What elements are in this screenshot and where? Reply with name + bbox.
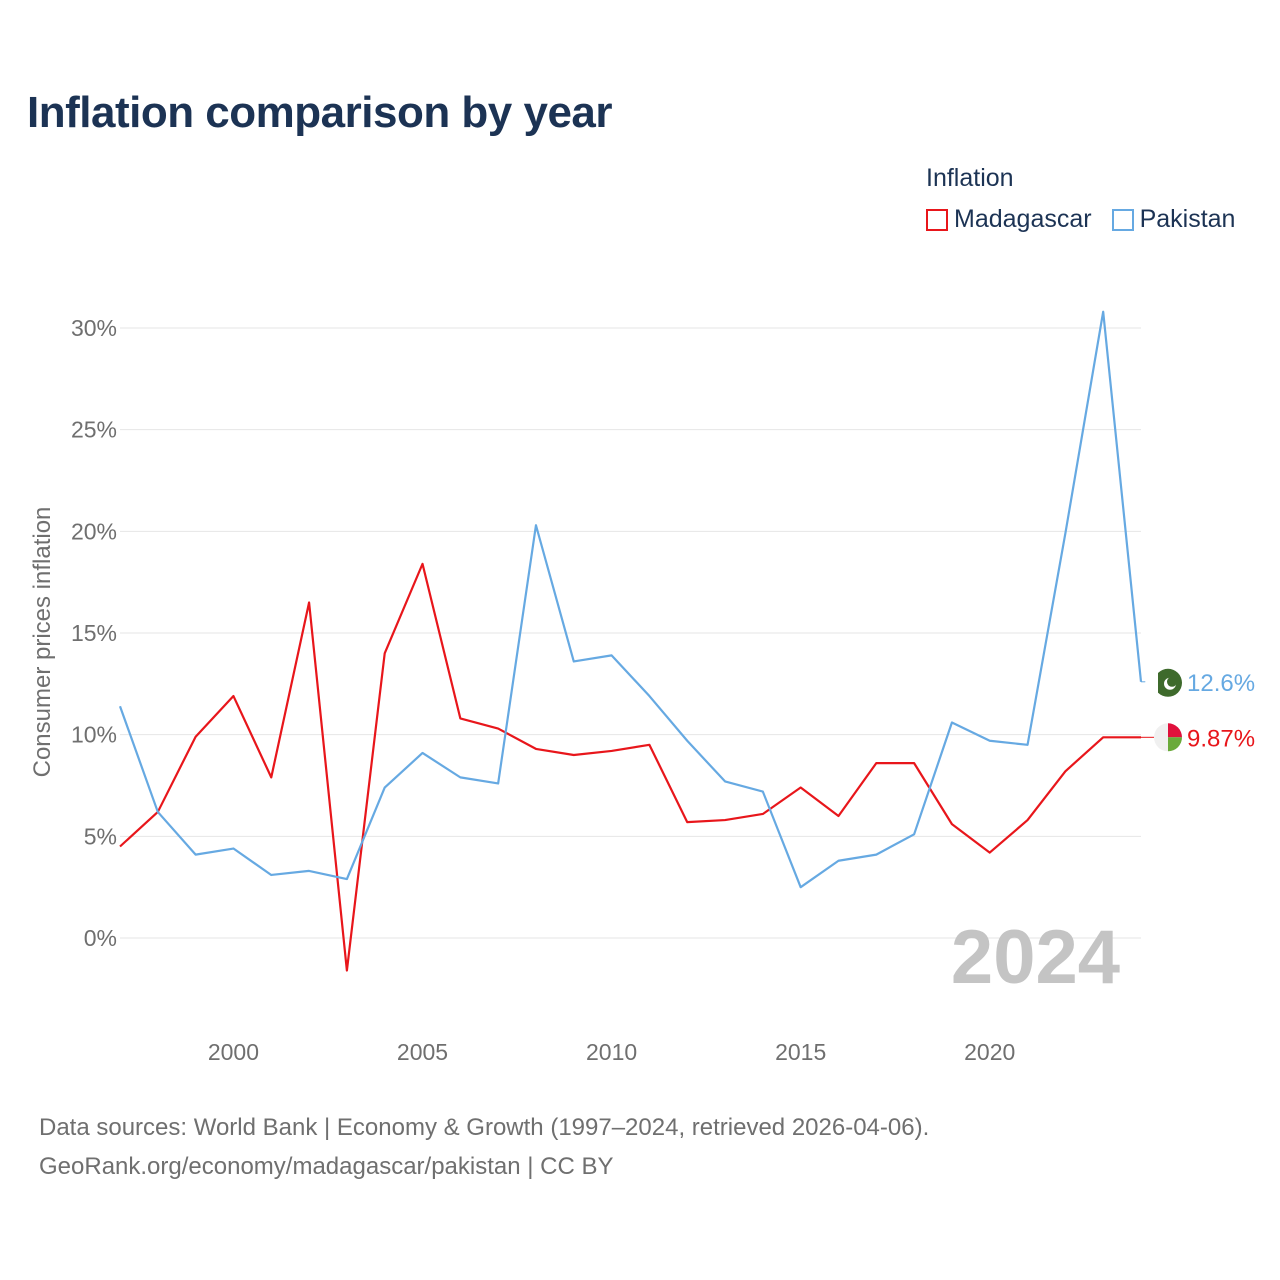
- y-tick-label: 5%: [84, 823, 117, 849]
- legend-title: Inflation: [926, 164, 1014, 192]
- madagascar-flag-icon: [1154, 723, 1182, 752]
- series-line-madagascar[interactable]: [119, 562, 1141, 972]
- y-tick-label: 30%: [71, 315, 117, 341]
- flag-red: [1168, 723, 1182, 738]
- flag-green: [1168, 737, 1182, 752]
- y-tick-label: 25%: [71, 417, 117, 443]
- y-tick-label: 15%: [71, 620, 117, 646]
- legend: Madagascar Pakistan: [926, 205, 1235, 234]
- x-tick-label: 2010: [586, 1039, 637, 1065]
- legend-item-pakistan[interactable]: Pakistan: [1111, 205, 1236, 234]
- end-label-pakistan: 12.6%: [1187, 670, 1255, 697]
- legend-swatch-pakistan: [1111, 208, 1134, 231]
- data-source: Data sources: World Bank | Economy & Gro…: [39, 1108, 929, 1186]
- series-line-pakistan[interactable]: [118, 310, 1143, 889]
- end-label-madagascar: 9.87%: [1187, 725, 1255, 752]
- legend-swatch-madagascar: [926, 208, 948, 231]
- y-axis-title: Consumer prices inflation: [29, 507, 56, 778]
- x-tick-label: 2000: [208, 1039, 259, 1065]
- pakistan-flag-icon: [1145, 668, 1182, 697]
- crescent-inner: [1167, 676, 1177, 687]
- x-tick-label: 2020: [964, 1039, 1015, 1065]
- flag-hoist: [1145, 669, 1158, 696]
- chart-title: Inflation comparison by year: [27, 88, 613, 137]
- legend-label-madagascar: Madagascar: [954, 205, 1092, 233]
- y-tick-label: 20%: [71, 518, 117, 544]
- x-tick-label: 2005: [397, 1039, 448, 1065]
- x-tick-label: 2015: [775, 1039, 826, 1065]
- source-line-2[interactable]: GeoRank.org/economy/madagascar/pakistan …: [39, 1153, 614, 1180]
- legend-item-madagascar[interactable]: Madagascar: [926, 205, 1092, 234]
- y-tick-label: 10%: [71, 722, 117, 748]
- legend-label-pakistan: Pakistan: [1139, 205, 1236, 233]
- source-line-1: Data sources: World Bank | Economy & Gro…: [39, 1114, 930, 1141]
- year-watermark: 2024: [951, 915, 1120, 1000]
- y-tick-label: 0%: [84, 925, 117, 951]
